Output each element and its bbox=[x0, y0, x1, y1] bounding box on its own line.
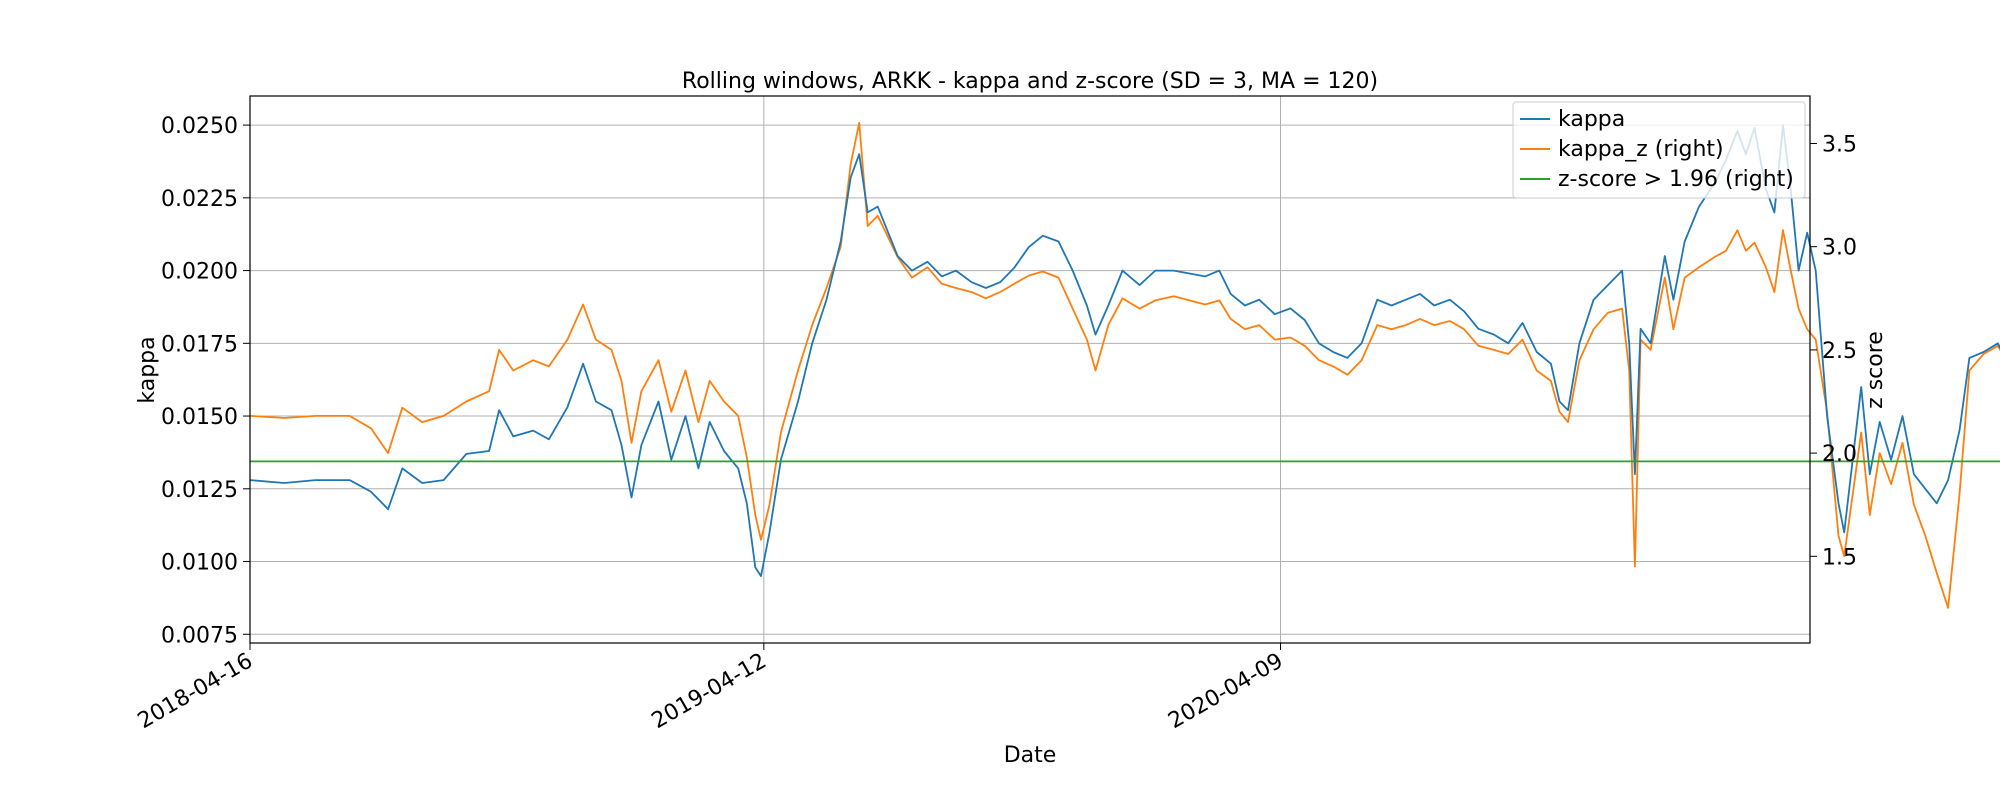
y-tick-label: 0.0225 bbox=[161, 187, 238, 212]
legend-label-threshold: z-score > 1.96 (right) bbox=[1558, 167, 1794, 192]
legend-label-kappa-z: kappa_z (right) bbox=[1558, 137, 1724, 162]
y-right-tick-label: 2.5 bbox=[1822, 339, 1857, 364]
x-tick-label: 2018-04-16 bbox=[134, 649, 257, 735]
y-tick-label: 0.0250 bbox=[161, 114, 238, 139]
series-line-kappa-z-right- bbox=[249, 121, 2000, 609]
tick-layer: 0.0075 0.0100 0.0125 0.0150 0.0175 0.0200 0.02… bbox=[134, 114, 1857, 734]
y-axis-right-label: z score bbox=[1863, 331, 1888, 409]
y-tick-label: 0.0075 bbox=[161, 623, 238, 648]
x-axis-label: Date bbox=[1004, 743, 1057, 768]
series-line-kappa bbox=[249, 124, 2000, 577]
y-tick-label: 0.0200 bbox=[161, 260, 238, 285]
chart-title: Rolling windows, ARKK - kappa and z-scor… bbox=[682, 69, 1378, 94]
legend: kappa kappa_z (right) z-score > 1.96 (ri… bbox=[1512, 101, 1806, 199]
legend-label-kappa: kappa bbox=[1558, 107, 1625, 132]
y-right-tick-label: 3.5 bbox=[1822, 132, 1857, 157]
y-right-tick-label: 1.5 bbox=[1822, 545, 1857, 570]
x-tick-label: 2019-04-12 bbox=[648, 649, 771, 735]
y-right-tick-label: 3.0 bbox=[1822, 236, 1857, 261]
y-tick-label: 0.0150 bbox=[161, 405, 238, 430]
grid-layer bbox=[249, 96, 1810, 643]
y-axis-label: kappa bbox=[135, 336, 160, 403]
x-tick-label: 2020-04-09 bbox=[1164, 649, 1287, 735]
y-tick-label: 0.0100 bbox=[161, 551, 238, 576]
y-tick-label: 0.0125 bbox=[161, 478, 238, 503]
series-layer bbox=[249, 121, 2000, 609]
y-right-tick-label: 2.0 bbox=[1822, 442, 1857, 467]
legend-box bbox=[1512, 101, 1806, 199]
y-tick-label: 0.0175 bbox=[161, 332, 238, 357]
plot-frame bbox=[249, 95, 1811, 644]
